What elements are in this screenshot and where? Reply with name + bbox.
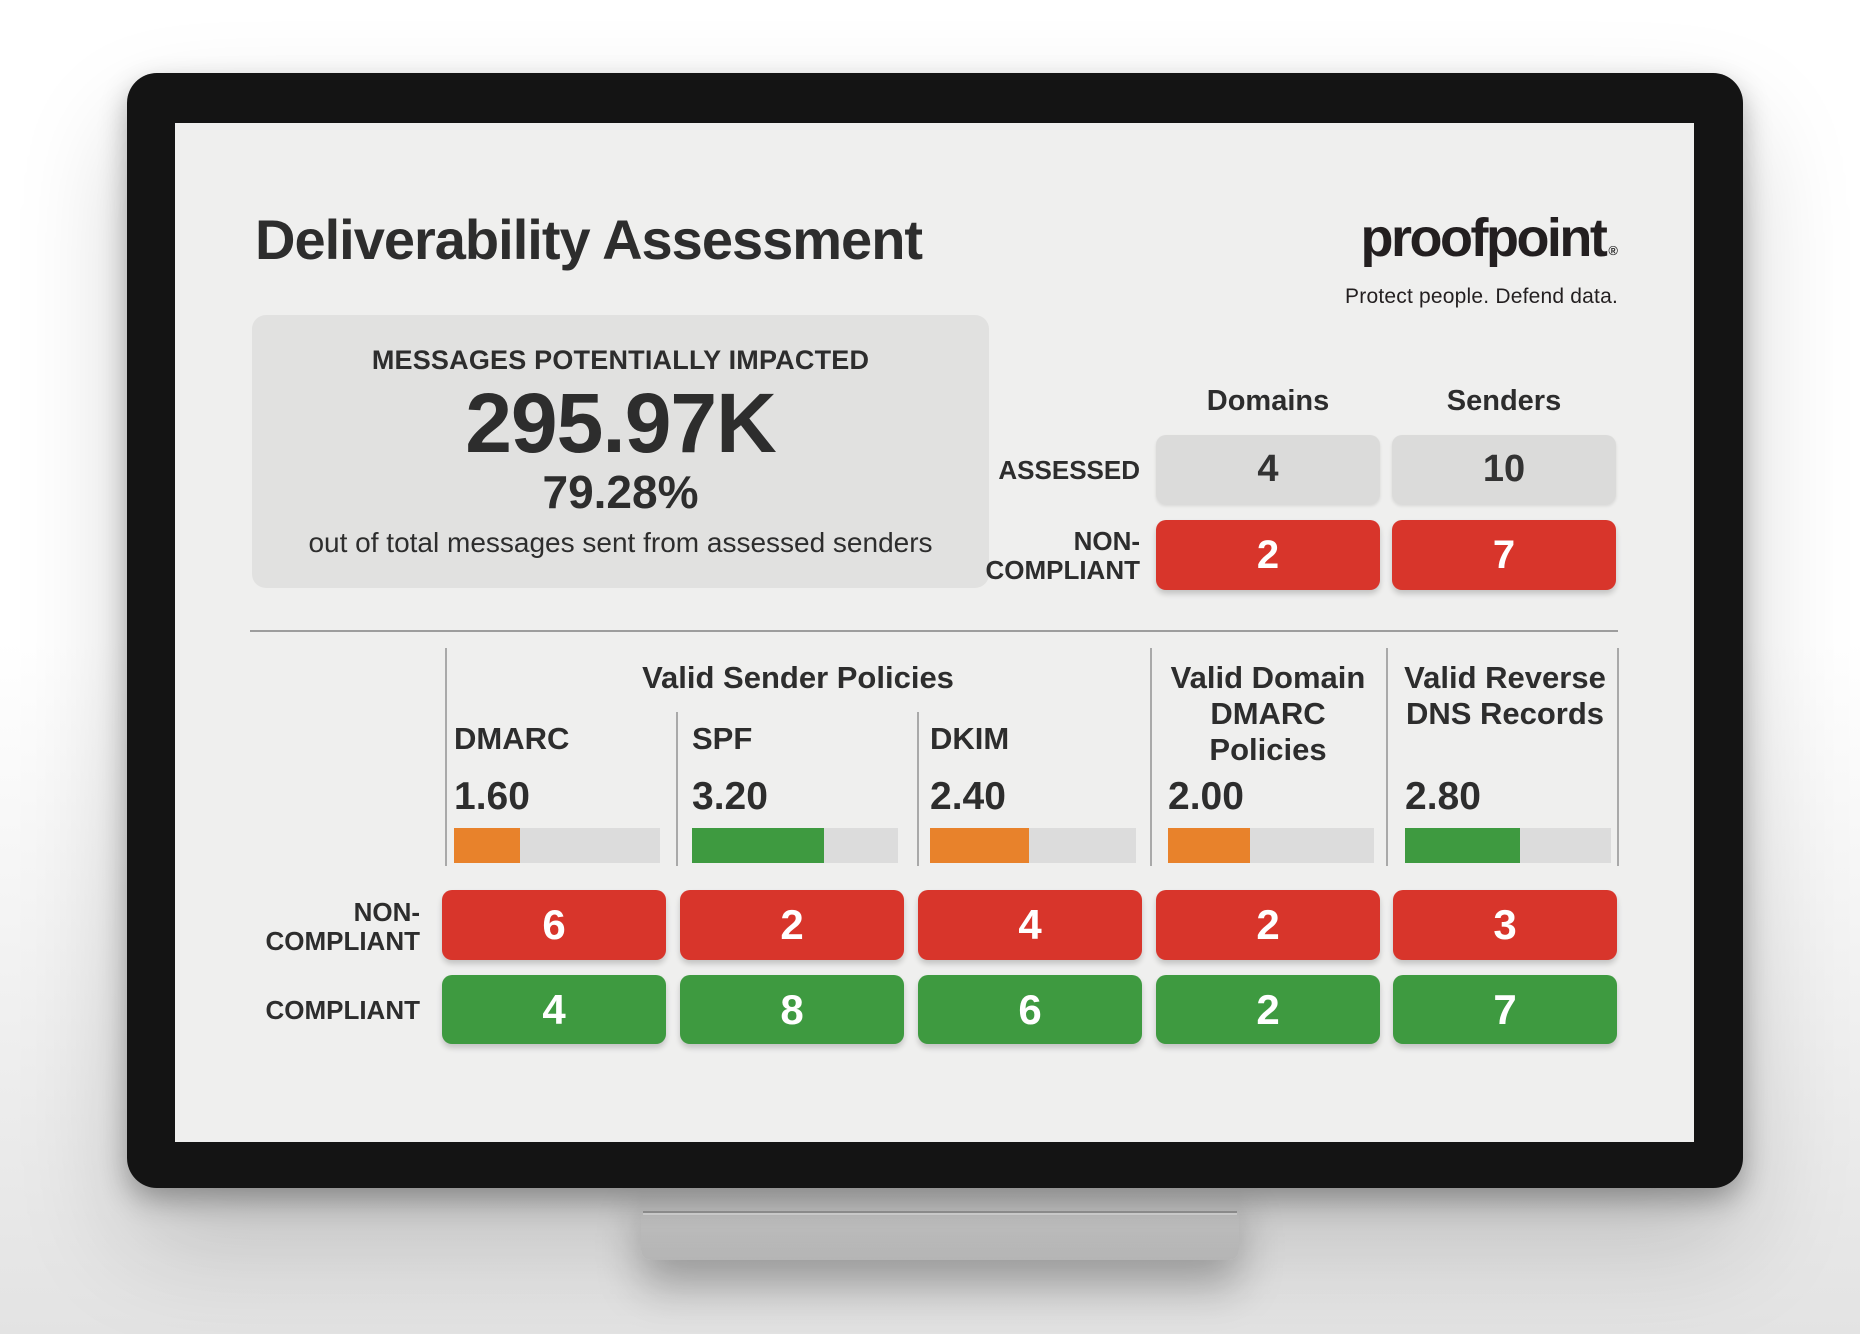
noncompliant-senders-count: 7 (1392, 520, 1616, 590)
impact-card-caption: out of total messages sent from assessed… (308, 527, 933, 558)
dmarc-score: 1.60 (454, 775, 530, 818)
noncompliant-domains-count: 2 (1156, 520, 1380, 590)
valid-reverse-dns-score-bar (1405, 828, 1611, 863)
spf-compliant-count: 8 (680, 975, 904, 1044)
dmarc-noncompliant-count: 6 (442, 890, 666, 960)
column-header-valid-domain-dmarc: Valid Domain DMARC Policies (1170, 660, 1366, 767)
dmarc-score-bar (454, 828, 660, 863)
row-label-non-compliant: NON- COMPLIANT (985, 526, 1140, 585)
messages-impacted-card: MESSAGES POTENTIALLY IMPACTED 295.97K 79… (252, 315, 989, 588)
impact-card-label: MESSAGES POTENTIALLY IMPACTED (371, 345, 870, 375)
dmarc-score-bar-fill (454, 828, 520, 863)
column-label-spf: SPF (692, 721, 753, 756)
group-header-valid-sender-policies: Valid Sender Policies (642, 660, 954, 695)
dkim-score: 2.40 (930, 775, 1006, 818)
spf-score-bar (692, 828, 898, 863)
column-header-domains: Domains (1206, 385, 1330, 417)
assessed-senders-count: 10 (1392, 435, 1616, 504)
stand-seam (643, 1211, 1237, 1213)
row-label-assessed: ASSESSED (998, 455, 1140, 485)
registered-trademark-icon: ® (1608, 243, 1618, 258)
column-divider (1150, 648, 1152, 866)
brand-tagline: Protect people. Defend data. (1345, 285, 1618, 308)
assessed-domains-count: 4 (1156, 435, 1380, 504)
valid-domain-dmarc-score: 2.00 (1168, 775, 1244, 818)
section-divider (250, 630, 1618, 632)
impact-card-percent: 79.28% (542, 466, 699, 518)
column-header-senders: Senders (1446, 385, 1562, 417)
brand-wordmark: proofpoint (1360, 208, 1608, 268)
dashboard-screen: Deliverability Assessment proofpoint ® Pr… (175, 123, 1694, 1142)
tablet-device-frame: Deliverability Assessment proofpoint ® Pr… (127, 73, 1743, 1188)
spf-noncompliant-count: 2 (680, 890, 904, 960)
valid-reverse-dns-score-bar-fill (1405, 828, 1521, 863)
proofpoint-logo: proofpoint ® Protect people. Defend data. (1345, 211, 1618, 309)
column-header-valid-reverse-dns: Valid Reverse DNS Records (1404, 660, 1606, 731)
valid-reverse-dns-noncompliant-count: 3 (1393, 890, 1617, 960)
dkim-compliant-count: 6 (918, 975, 1142, 1044)
column-label-dmarc: DMARC (454, 721, 570, 756)
monitor-stand (641, 1186, 1239, 1260)
row-label-compliant: COMPLIANT (265, 995, 420, 1025)
dmarc-compliant-count: 4 (442, 975, 666, 1044)
valid-domain-dmarc-compliant-count: 2 (1156, 975, 1380, 1044)
spf-score-bar-fill (692, 828, 824, 863)
column-divider (1617, 648, 1619, 866)
impact-card-value: 295.97K (465, 376, 777, 470)
dkim-noncompliant-count: 4 (918, 890, 1142, 960)
column-divider (445, 648, 447, 866)
column-divider (917, 712, 919, 866)
spf-score: 3.20 (692, 775, 768, 818)
column-divider (676, 712, 678, 866)
column-divider (1386, 648, 1388, 866)
valid-reverse-dns-compliant-count: 7 (1393, 975, 1617, 1044)
valid-domain-dmarc-score-bar (1168, 828, 1374, 863)
dkim-score-bar (930, 828, 1136, 863)
valid-domain-dmarc-noncompliant-count: 2 (1156, 890, 1380, 960)
column-label-dkim: DKIM (930, 721, 1010, 756)
valid-domain-dmarc-score-bar-fill (1168, 828, 1251, 863)
dkim-score-bar-fill (930, 828, 1029, 863)
row-label-non-compliant: NON- COMPLIANT (265, 897, 420, 956)
page-title: Deliverability Assessment (255, 208, 923, 271)
valid-reverse-dns-score: 2.80 (1405, 775, 1481, 818)
